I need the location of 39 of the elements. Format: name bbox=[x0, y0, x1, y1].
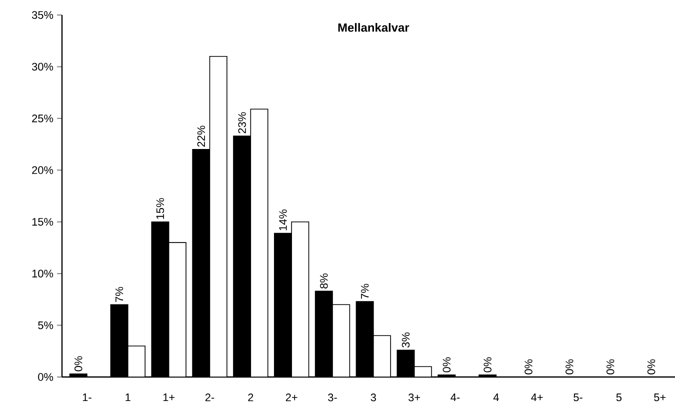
data-label: 22% bbox=[197, 126, 205, 147]
x-tick-label: 5+ bbox=[654, 394, 666, 402]
data-label: 23% bbox=[238, 112, 246, 134]
x-tick-label: 2+ bbox=[286, 394, 298, 402]
x-tick-label: 4 bbox=[493, 394, 499, 402]
x-tick-label: 5 bbox=[616, 394, 622, 402]
data-label: 0% bbox=[606, 359, 614, 374]
y-tick-label: 35% bbox=[32, 11, 54, 19]
data-label: 8% bbox=[320, 274, 328, 288]
data-label: 0% bbox=[647, 359, 656, 374]
y-tick-label: 10% bbox=[32, 270, 54, 278]
x-tick-label: 4+ bbox=[531, 394, 543, 402]
data-label: 0% bbox=[566, 359, 574, 374]
text: Mellankalvar bbox=[338, 23, 410, 32]
data-label: 7% bbox=[360, 284, 369, 299]
x-tick-label: 3 bbox=[370, 394, 376, 402]
x-tick-label: 5- bbox=[574, 394, 582, 402]
data-label: 3% bbox=[402, 332, 410, 348]
x-tick-label: 3+ bbox=[408, 394, 420, 402]
x-tick-label: 3- bbox=[328, 394, 337, 402]
data-label: 0% bbox=[442, 357, 451, 372]
data-label: 14% bbox=[279, 210, 287, 230]
x-tick-label: 2 bbox=[248, 394, 254, 402]
y-tick-label: 30% bbox=[32, 62, 54, 71]
y-tick-label: 15% bbox=[32, 218, 54, 226]
x-tick-label: 2- bbox=[205, 394, 214, 402]
x-tick-label: 1- bbox=[82, 394, 92, 402]
data-label: 0% bbox=[524, 359, 532, 374]
x-tick-label: 1 bbox=[126, 394, 130, 402]
data-label: 7% bbox=[115, 286, 124, 302]
data-label: 0% bbox=[484, 357, 492, 372]
y-tick-label: 20% bbox=[32, 166, 54, 174]
x-tick-label: 4- bbox=[450, 394, 460, 402]
y-tick-label: 25% bbox=[32, 114, 54, 122]
x-tick-label: 1+ bbox=[163, 394, 175, 402]
y-tick-label: 0% bbox=[38, 373, 54, 381]
data-label: 15% bbox=[156, 198, 164, 219]
data-label: 0% bbox=[74, 356, 82, 372]
y-tick-label: 5% bbox=[38, 321, 54, 330]
